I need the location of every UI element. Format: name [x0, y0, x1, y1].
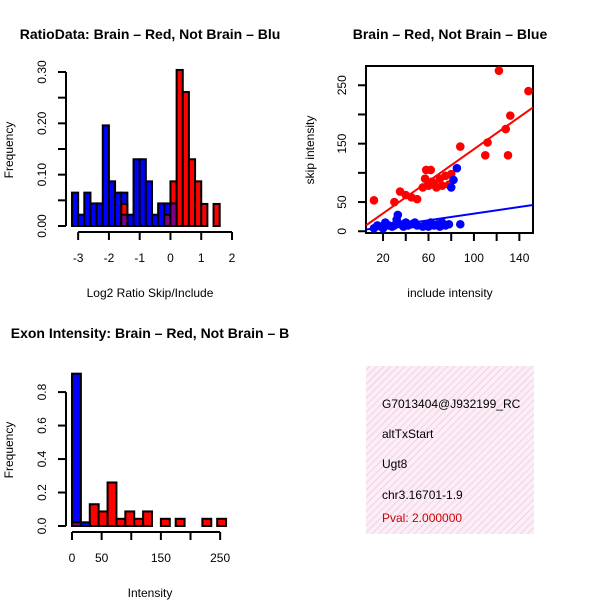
intensity-bar-brain: [124, 510, 136, 527]
scatter-point-brain: [455, 142, 465, 151]
info-event-type: altTxStart: [382, 427, 434, 441]
ratio-x-tick-label: 1: [198, 251, 205, 265]
scatter-point-not-brain: [449, 175, 458, 185]
ratio-y-tick-label: 0.10: [35, 163, 49, 187]
info-panel-background: [366, 366, 534, 534]
exon-intensity-ylabel: Frequency: [2, 422, 16, 479]
scatter-point-brain: [369, 196, 379, 205]
intensity-bar-not-brain: [71, 372, 82, 527]
scatter-point-not-brain: [393, 210, 403, 220]
ratio-x-tick-label: 2: [229, 251, 236, 265]
scatter-point-brain: [505, 111, 515, 120]
intensity-bar-brain: [201, 517, 213, 528]
scatter-fit-brain: [366, 106, 533, 227]
intensity-scatter-xlabel: include intensity: [407, 286, 492, 300]
ratio-x-tick-label: -3: [73, 251, 84, 265]
ratio-histogram-axes: -3 -2 -1 0 1 2 0.00 0.10 0.20 0.30: [35, 60, 236, 265]
ratio-bar-overlap: [169, 202, 178, 227]
ratio-histogram-bars: [71, 68, 221, 227]
scatter-point-brain: [494, 66, 504, 75]
exon-intensity-histogram: Exon Intensity: Brain – Red, Not Brain –…: [2, 325, 289, 600]
scatter-x-tick-label: 100: [464, 251, 484, 265]
scatter-point-brain: [412, 194, 422, 204]
scatter-point-brain: [426, 165, 436, 175]
intensity-bar-brain: [97, 510, 109, 527]
scatter-x-tick-label: 20: [376, 251, 390, 265]
scatter-point-not-brain: [455, 219, 465, 229]
intensity-x-tick-label: 150: [151, 551, 171, 565]
intensity-scatter-title: Brain – Red, Not Brain – Blue: [353, 26, 548, 42]
intensity-bar-brain: [133, 517, 145, 528]
ratio-bar-brain: [212, 202, 221, 227]
scatter-y-tick-label: 50: [335, 195, 349, 209]
exon-intensity-xlabel: Intensity: [128, 586, 173, 600]
scatter-y-tick-label: 250: [335, 75, 349, 95]
ratio-histogram-ylabel: Frequency: [2, 122, 16, 179]
ratio-bar-not-brain: [101, 124, 110, 227]
info-event-id: G7013404@J932199_RC: [382, 397, 521, 411]
scatter-marks: [366, 66, 533, 233]
exon-intensity-axes: 0 50 150 250 0.0 0.2 0.4 0.6 0.8: [35, 383, 230, 565]
scatter-point-not-brain: [446, 183, 456, 192]
ratio-y-tick-label: 0.20: [35, 111, 49, 135]
scatter-plot-box: [365, 65, 534, 234]
scatter-x-tick-label: 140: [509, 251, 529, 265]
ratio-x-tick-label: -1: [134, 251, 145, 265]
scatter-point-brain: [503, 151, 513, 160]
scatter-fit-not-brain: [366, 203, 533, 231]
intensity-y-tick-label: 0.4: [35, 450, 49, 467]
scatter-point-not-brain: [444, 219, 454, 229]
scatter-point-brain: [501, 124, 511, 134]
ratio-bar-brain: [200, 202, 209, 227]
intensity-bar-overlap: [71, 521, 82, 527]
intensity-bar-brain: [115, 517, 127, 528]
ratio-bar-not-brain: [144, 180, 154, 227]
intensity-bar-brain: [88, 503, 100, 528]
ratio-bar-not-brain: [71, 191, 80, 227]
scatter-point-brain: [524, 86, 533, 96]
scatter-point-brain: [437, 181, 447, 191]
intensity-bar-brain: [142, 510, 154, 527]
ratio-y-tick-label: 0.00: [35, 214, 49, 238]
ratio-histogram: RatioData: Brain – Red, Not Brain – Blu …: [2, 26, 280, 300]
intensity-y-tick-label: 0.6: [35, 417, 49, 434]
scatter-y-tick-label: 0: [335, 228, 349, 235]
intensity-bar-brain: [216, 517, 228, 528]
ratio-y-tick-label: 0.30: [35, 60, 49, 84]
ratio-histogram-title: RatioData: Brain – Red, Not Brain – Blu: [20, 26, 281, 42]
exon-intensity-bars: [71, 372, 228, 528]
info-locus: chr3.16701-1.9: [382, 488, 463, 502]
intensity-scatter: Brain – Red, Not Brain – Blue 20 60 100 140…: [303, 26, 547, 300]
scatter-axes: 20 60 100 140 0 50 150 250: [335, 75, 530, 265]
intensity-bar-brain: [106, 481, 118, 528]
exon-intensity-title: Exon Intensity: Brain – Red, Not Brain –…: [11, 325, 290, 341]
scatter-point-not-brain: [452, 163, 462, 173]
info-panel: G7013404@J932199_RC altTxStart Ugt8 chr3…: [366, 366, 534, 534]
intensity-x-tick-label: 50: [95, 551, 109, 565]
scatter-point-brain: [480, 151, 490, 160]
scatter-point-brain: [420, 174, 430, 183]
intensity-y-tick-label: 0.8: [35, 383, 49, 400]
scatter-x-tick-label: 60: [422, 251, 436, 265]
ratio-histogram-xlabel: Log2 Ratio Skip/Include: [87, 286, 214, 300]
intensity-scatter-ylabel: skip intensity: [303, 116, 317, 185]
scatter-y-tick-label: 150: [335, 133, 349, 153]
ratio-bar-overlap: [120, 213, 129, 227]
info-gene: Ugt8: [382, 457, 408, 471]
info-pval: Pval: 2.000000: [382, 511, 462, 525]
ratio-x-tick-label: -2: [104, 251, 115, 265]
intensity-bar-not-brain: [79, 521, 91, 527]
intensity-bar-brain: [174, 517, 186, 528]
intensity-y-tick-label: 0.0: [35, 517, 49, 534]
intensity-x-tick-label: 0: [69, 551, 76, 565]
ratio-x-tick-label: 0: [167, 251, 174, 265]
intensity-x-tick-label: 250: [210, 551, 230, 565]
intensity-bar-brain: [159, 517, 171, 528]
intensity-y-tick-label: 0.2: [35, 484, 49, 501]
